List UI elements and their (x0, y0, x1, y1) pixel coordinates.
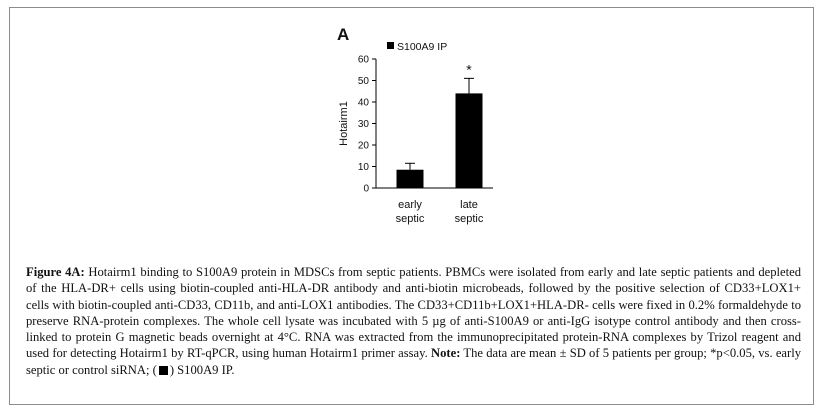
caption-note-tail: ) S100A9 IP. (169, 362, 235, 377)
x-tick-label: late (460, 199, 478, 211)
legend-square-icon (158, 365, 168, 375)
y-tick-label: 10 (358, 162, 370, 173)
panel-label: A (337, 25, 349, 44)
legend-label: S100A9 IP (397, 41, 447, 53)
bar (455, 93, 483, 188)
y-axis-label: Hotairm1 (338, 101, 350, 146)
y-tick-label: 50 (358, 76, 370, 87)
legend-swatch (387, 42, 394, 49)
y-tick-label: 40 (358, 98, 370, 109)
bar-chart: A S100A9 IP 0 10 20 30 40 50 60 Hotairm1 early sept… (337, 25, 493, 225)
caption-figure-label: Figure 4A: (26, 265, 85, 279)
y-tick-label: 60 (358, 55, 370, 66)
bar (396, 169, 424, 188)
y-tick-label: 30 (358, 119, 370, 130)
figure-caption: Figure 4A: Hotairm1 binding to S100A9 pr… (26, 264, 801, 378)
x-tick-label: early (398, 199, 422, 211)
x-tick-label: septic (455, 213, 484, 225)
caption-body: Hotairm1 binding to S100A9 protein in MD… (26, 265, 801, 361)
caption-note-body: The data are mean ± SD of 5 patients per… (26, 346, 802, 377)
figure-frame (9, 7, 814, 405)
y-tick-label: 0 (363, 184, 369, 195)
caption-note-label: Note: (431, 346, 461, 361)
y-tick-label: 20 (358, 141, 370, 152)
significance-marker: * (466, 61, 472, 77)
x-tick-label: septic (396, 213, 425, 225)
